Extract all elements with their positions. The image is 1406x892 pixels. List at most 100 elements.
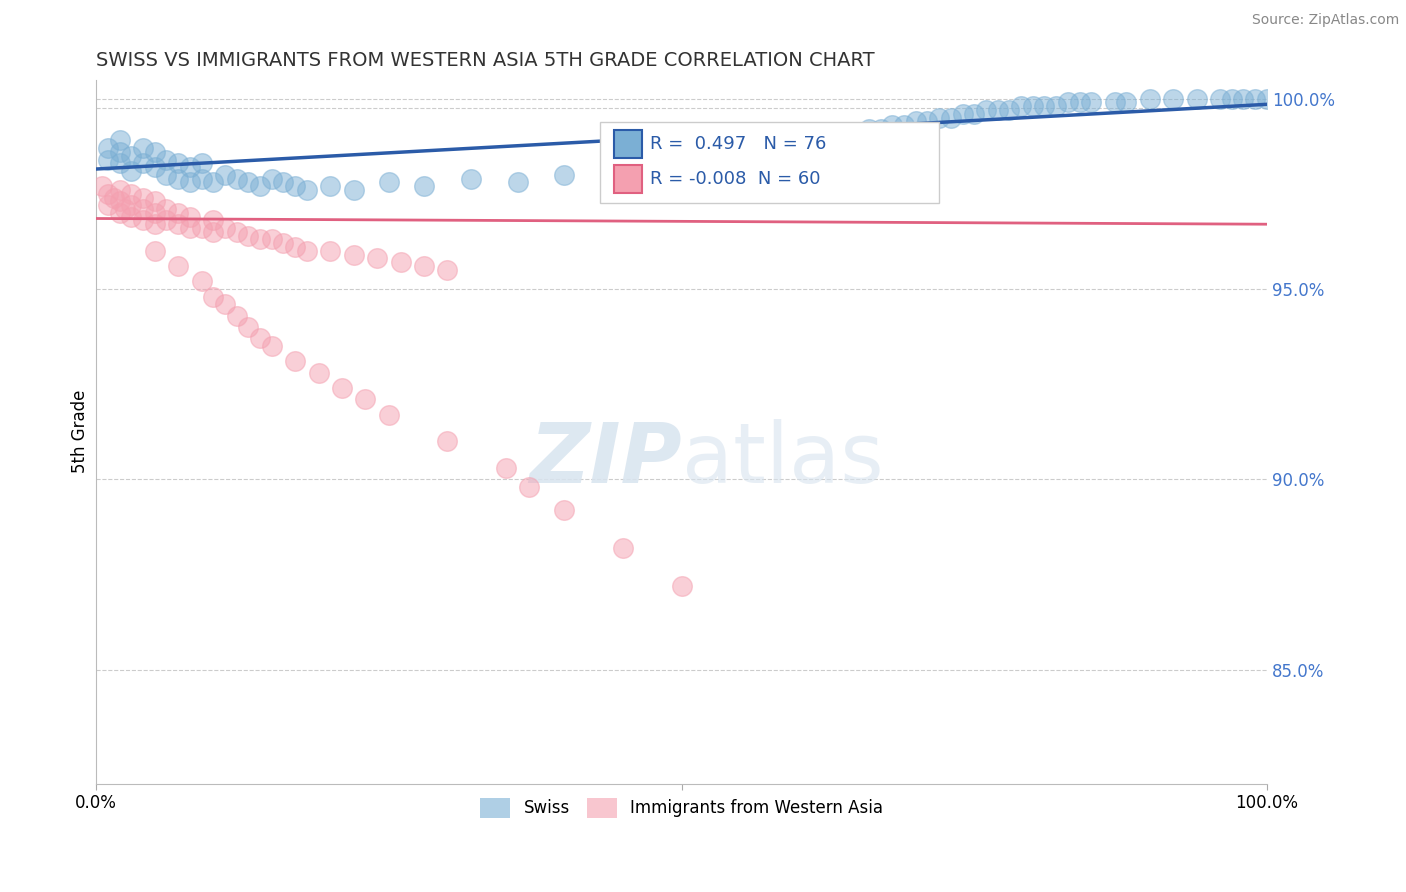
Point xyxy=(273,236,295,251)
Point xyxy=(273,175,295,189)
Point xyxy=(553,502,575,516)
Point xyxy=(179,210,201,224)
Point xyxy=(260,232,283,246)
Point xyxy=(132,156,155,170)
Point xyxy=(190,156,212,170)
Point xyxy=(108,156,131,170)
Point xyxy=(103,190,125,204)
Point xyxy=(600,171,623,186)
Point xyxy=(671,156,693,170)
Point xyxy=(108,194,131,209)
Point xyxy=(436,434,458,449)
Point xyxy=(155,168,177,182)
Point xyxy=(167,259,190,273)
Point xyxy=(834,126,856,140)
Text: ZIP: ZIP xyxy=(529,419,682,500)
Point xyxy=(343,247,366,261)
Point xyxy=(97,153,120,167)
Point xyxy=(225,309,247,323)
FancyBboxPatch shape xyxy=(613,129,641,158)
Point xyxy=(787,137,810,152)
Point xyxy=(330,381,353,395)
Text: R = -0.008  N = 60: R = -0.008 N = 60 xyxy=(650,169,821,188)
Point xyxy=(120,149,142,163)
Text: SWISS VS IMMIGRANTS FROM WESTERN ASIA 5TH GRADE CORRELATION CHART: SWISS VS IMMIGRANTS FROM WESTERN ASIA 5T… xyxy=(96,51,875,70)
Legend: Swiss, Immigrants from Western Asia: Swiss, Immigrants from Western Asia xyxy=(474,791,890,825)
Point xyxy=(517,480,540,494)
Point xyxy=(155,202,177,216)
Point xyxy=(1244,92,1267,106)
Point xyxy=(928,111,950,125)
Point xyxy=(155,213,177,227)
Point xyxy=(143,194,166,209)
Point xyxy=(436,263,458,277)
Point xyxy=(190,221,212,235)
Point xyxy=(460,171,482,186)
Point xyxy=(238,320,260,334)
Point xyxy=(108,206,131,220)
Point xyxy=(284,179,307,194)
Point xyxy=(238,228,260,243)
Point xyxy=(378,408,401,422)
Point xyxy=(91,179,114,194)
Point xyxy=(319,244,342,258)
Point xyxy=(214,297,236,311)
Point xyxy=(284,354,307,368)
Point xyxy=(167,206,190,220)
Point xyxy=(179,160,201,174)
Point xyxy=(952,107,974,121)
Point xyxy=(143,160,166,174)
Point xyxy=(155,153,177,167)
Point xyxy=(295,244,318,258)
Point xyxy=(225,225,247,239)
Text: atlas: atlas xyxy=(682,419,883,500)
Point xyxy=(495,460,517,475)
Point xyxy=(143,217,166,231)
Point xyxy=(987,103,1010,117)
Text: R =  0.497   N = 76: R = 0.497 N = 76 xyxy=(650,135,827,153)
Point xyxy=(202,175,225,189)
Point xyxy=(893,118,915,132)
Point xyxy=(917,114,939,128)
Point xyxy=(202,289,225,303)
Point xyxy=(963,107,986,121)
Y-axis label: 5th Grade: 5th Grade xyxy=(72,390,89,474)
Point xyxy=(823,129,845,144)
Point xyxy=(998,103,1021,117)
Point xyxy=(214,221,236,235)
Point xyxy=(882,118,904,132)
Point xyxy=(308,366,330,380)
Point xyxy=(108,133,131,147)
Point xyxy=(132,202,155,216)
Point xyxy=(974,103,997,117)
Point xyxy=(143,244,166,258)
Point xyxy=(939,111,962,125)
Point xyxy=(1069,95,1091,110)
Point xyxy=(249,232,271,246)
Point xyxy=(706,153,728,167)
Point xyxy=(214,168,236,182)
Point xyxy=(343,183,366,197)
Point xyxy=(1209,92,1232,106)
Point xyxy=(741,145,763,159)
Point xyxy=(1057,95,1080,110)
Point xyxy=(143,145,166,159)
Point xyxy=(260,171,283,186)
Point xyxy=(202,225,225,239)
Point xyxy=(858,122,880,136)
Point xyxy=(1033,99,1056,113)
Point xyxy=(1232,92,1254,106)
Point xyxy=(190,274,212,288)
Point xyxy=(413,179,436,194)
Point xyxy=(378,175,401,189)
Point xyxy=(120,198,142,212)
Point xyxy=(179,175,201,189)
Point xyxy=(506,175,529,189)
Point xyxy=(1161,92,1184,106)
Point xyxy=(904,114,927,128)
Point xyxy=(132,190,155,204)
Point xyxy=(97,186,120,201)
Point xyxy=(295,183,318,197)
Point xyxy=(636,164,658,178)
Point xyxy=(354,392,377,407)
